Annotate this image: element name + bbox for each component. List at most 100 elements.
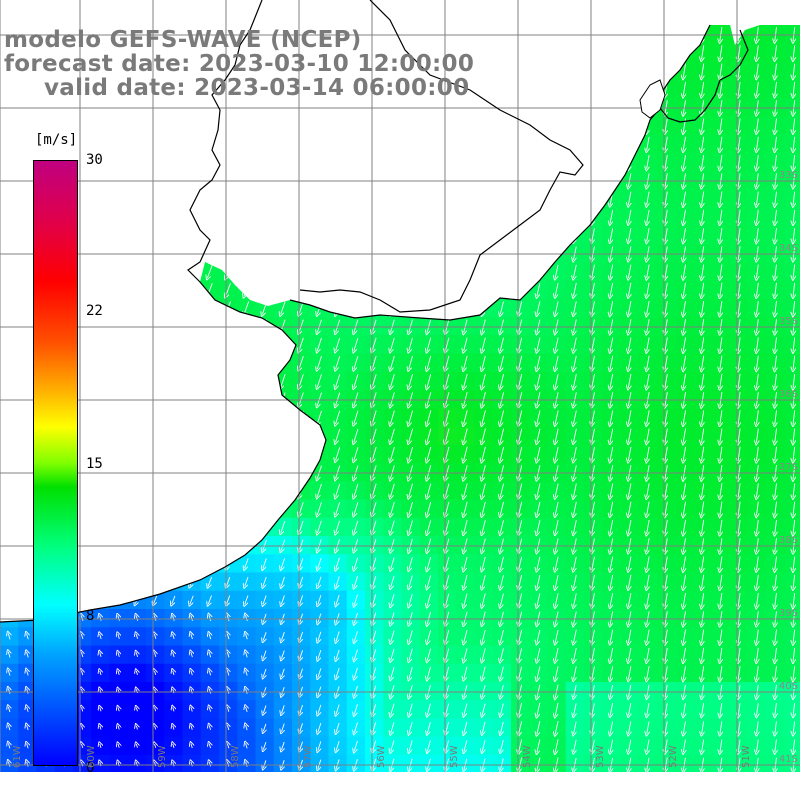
- wind-cell: [146, 536, 165, 555]
- wind-cell: [219, 207, 238, 227]
- wind-cell: [219, 536, 238, 555]
- wind-arrow: [299, 82, 304, 95]
- wind-cell: [328, 43, 348, 63]
- wind-arrow: [24, 118, 31, 131]
- wind-arrow: [610, 100, 613, 114]
- wind-cell: [474, 25, 494, 44]
- wind-arrow: [464, 264, 468, 278]
- wind-cell: [401, 262, 421, 282]
- wind-arrow: [189, 428, 195, 442]
- wind-cell: [0, 98, 19, 117]
- wind-cell: [784, 517, 800, 537]
- wind-arrow: [25, 265, 31, 277]
- wind-cell: [602, 25, 622, 44]
- wind-cell: [784, 590, 800, 610]
- wind-cell: [127, 207, 147, 227]
- wind-cell: [127, 152, 147, 172]
- wind-arrow: [171, 191, 177, 205]
- wind-cell: [182, 536, 202, 555]
- wind-cell: [164, 572, 184, 592]
- wind-cell: [0, 572, 19, 592]
- wind-arrow: [244, 118, 250, 132]
- wind-arrow: [500, 27, 504, 40]
- wind-arrow: [6, 210, 13, 223]
- wind-cell: [784, 426, 800, 446]
- wind-arrow: [482, 27, 486, 41]
- wind-cell: [0, 298, 19, 318]
- wind-cell: [127, 335, 147, 355]
- wind-arrow: [6, 246, 13, 259]
- wind-cell: [292, 207, 311, 227]
- wind-arrow: [610, 136, 613, 150]
- wind-arrow: [189, 155, 195, 168]
- wind-cell: [492, 61, 512, 81]
- lat-label: 39S: [778, 608, 798, 619]
- wind-arrow: [171, 355, 177, 369]
- wind-cell: [784, 225, 800, 245]
- wind-cell: [237, 79, 257, 99]
- wind-arrow: [244, 246, 250, 260]
- wind-arrow: [116, 210, 122, 223]
- wind-cell: [36, 43, 56, 63]
- wind-arrow: [464, 210, 468, 223]
- wind-arrow: [317, 428, 322, 442]
- wind-arrow: [445, 173, 450, 187]
- wind-arrow: [6, 265, 13, 277]
- wind-arrow: [262, 246, 268, 260]
- wind-cell: [164, 481, 184, 501]
- wind-arrow: [281, 483, 286, 497]
- wind-cell: [182, 572, 202, 592]
- wind-cell: [784, 189, 800, 209]
- wind-cell: [365, 207, 384, 227]
- wind-cell: [219, 43, 238, 63]
- wind-arrow: [207, 63, 213, 77]
- wind-arrow: [244, 355, 250, 369]
- wind-arrow: [98, 210, 104, 223]
- wind-cell: [346, 116, 366, 136]
- wind-cell: [91, 244, 111, 263]
- wind-cell: [146, 171, 165, 190]
- wind-cell: [328, 189, 348, 209]
- wind-arrow: [592, 173, 595, 187]
- wind-cell: [127, 572, 147, 592]
- wind-arrow: [500, 246, 504, 260]
- wind-cell: [365, 262, 384, 282]
- wind-arrow: [299, 173, 304, 187]
- wind-arrow: [98, 558, 103, 568]
- wind-arrow: [391, 173, 395, 186]
- wind-arrow: [116, 410, 122, 424]
- wind-cell: [18, 98, 38, 117]
- wind-arrow: [98, 428, 104, 442]
- wind-cell: [164, 317, 184, 336]
- wind-arrow: [573, 118, 577, 132]
- wind-arrow: [98, 521, 104, 532]
- wind-cell: [273, 353, 293, 373]
- wind-arrow: [262, 45, 268, 59]
- wind-arrow: [171, 27, 177, 41]
- wind-cell: [529, 98, 549, 117]
- wind-arrow: [555, 63, 559, 77]
- wind-cell: [127, 353, 147, 373]
- wind-cell: [456, 171, 476, 190]
- wind-cell: [255, 353, 275, 373]
- wind-cell: [419, 98, 439, 117]
- wind-cell: [547, 116, 567, 136]
- wind-cell: [0, 590, 19, 610]
- wind-cell: [219, 244, 238, 263]
- wind-arrow: [190, 539, 194, 550]
- wind-cell: [127, 408, 147, 428]
- wind-cell: [146, 371, 165, 391]
- wind-arrow: [317, 27, 322, 41]
- wind-cell: [365, 116, 384, 136]
- wind-cell: [0, 536, 19, 555]
- wind-cell: [565, 25, 585, 44]
- wind-arrow: [207, 337, 213, 351]
- wind-arrow: [134, 301, 140, 314]
- wind-cell: [456, 61, 476, 81]
- wind-cell: [18, 25, 38, 44]
- wind-cell: [237, 481, 257, 501]
- wind-arrow: [116, 82, 122, 95]
- wind-arrow: [281, 45, 286, 59]
- wind-cell: [146, 152, 165, 172]
- wind-cell: [273, 225, 293, 245]
